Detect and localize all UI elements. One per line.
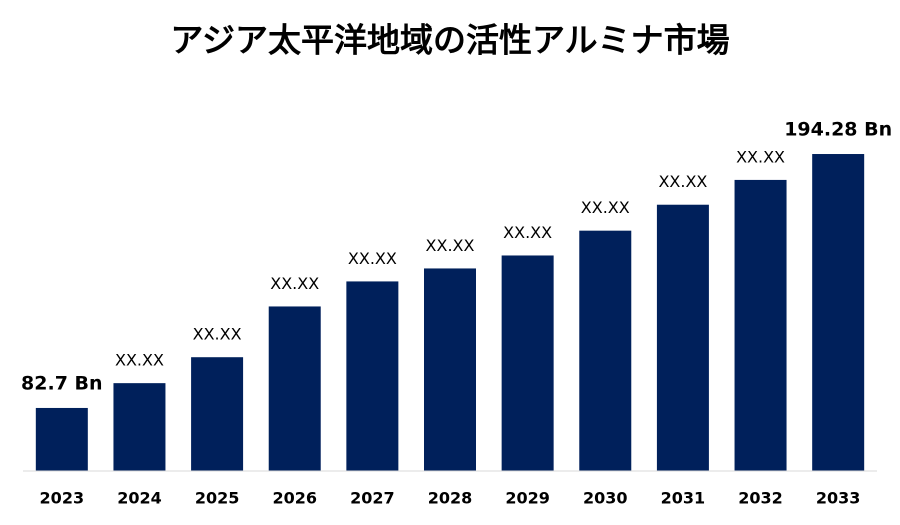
value-label: XX.XX [581, 198, 630, 217]
x-tick-label: 2023 [40, 489, 85, 508]
x-tick-label: 2031 [661, 489, 706, 508]
bar [191, 357, 244, 471]
bar [268, 306, 321, 471]
value-label: 82.7 Bn [21, 372, 103, 394]
value-label: XX.XX [736, 147, 785, 166]
x-tick-label: 2027 [350, 489, 395, 508]
x-tick-label: 2025 [195, 489, 240, 508]
x-tick-label: 2032 [738, 489, 783, 508]
x-tick-label: 2028 [428, 489, 473, 508]
bar [656, 204, 709, 472]
bar [579, 230, 632, 471]
x-tick-label: 2030 [583, 489, 628, 508]
x-tick-label: 2024 [117, 489, 162, 508]
bar [346, 281, 399, 471]
bar [812, 154, 865, 471]
value-label: XX.XX [115, 351, 164, 370]
bar [734, 179, 787, 471]
value-label: 194.28 Bn [784, 119, 892, 141]
bar [424, 268, 476, 471]
x-tick-label: 2029 [505, 489, 550, 508]
x-tick-label: 2033 [816, 489, 861, 508]
value-label: XX.XX [270, 274, 319, 293]
value-label: XX.XX [193, 325, 242, 344]
value-label: XX.XX [503, 223, 552, 242]
chart-title: アジア太平洋地域の活性アルミナ市場 [170, 21, 729, 60]
value-label: XX.XX [658, 172, 707, 191]
bar [35, 407, 88, 471]
bar [501, 255, 554, 471]
value-label: XX.XX [348, 249, 397, 268]
x-tick-label: 2026 [272, 489, 317, 508]
value-label: XX.XX [426, 236, 475, 255]
bar [113, 383, 166, 471]
